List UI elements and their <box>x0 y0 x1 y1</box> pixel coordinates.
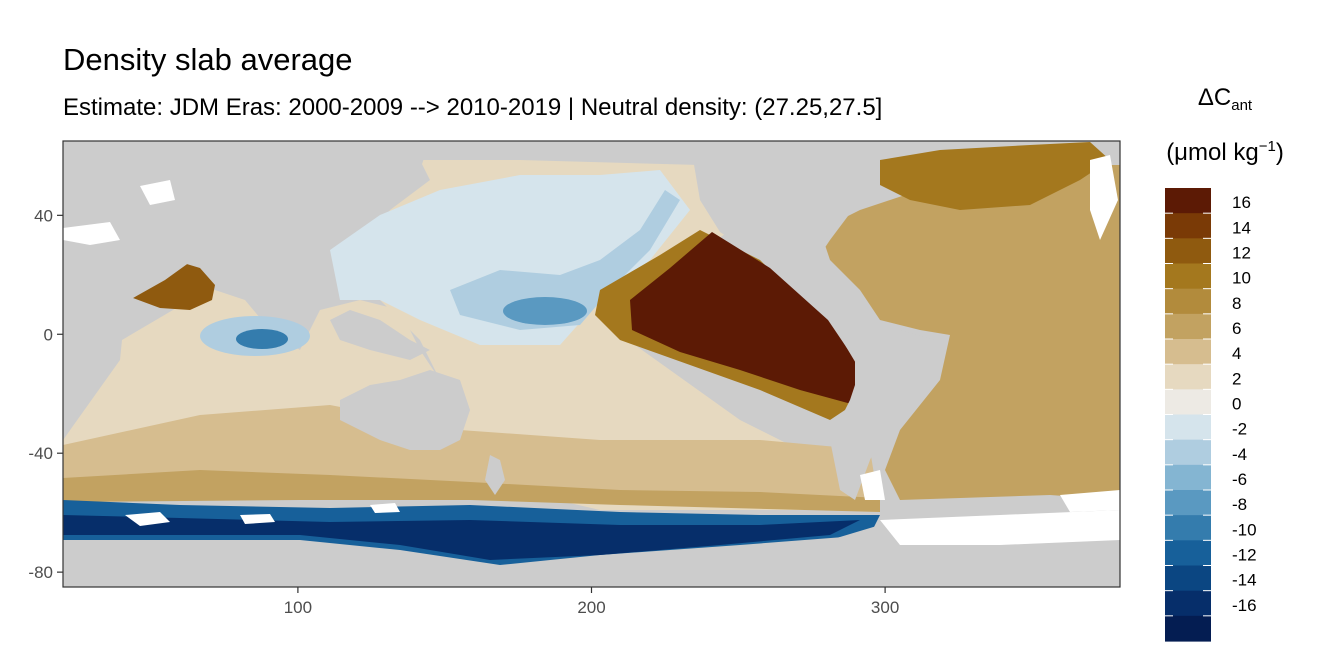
x-tick-label: 200 <box>577 598 605 617</box>
legend-label: 2 <box>1232 369 1241 388</box>
antarctic-core <box>63 515 860 560</box>
legend-swatch <box>1165 263 1211 290</box>
y-tick-label: -80 <box>28 563 53 582</box>
new-zealand-land <box>485 455 505 495</box>
no-data-patches <box>63 155 1120 545</box>
legend-swatch <box>1165 414 1211 441</box>
legend-label: -12 <box>1232 546 1257 565</box>
legend-swatch <box>1165 515 1211 541</box>
no-data-patch <box>140 180 175 205</box>
chart-title: Density slab average <box>63 42 353 77</box>
indian-ocean-core <box>236 329 288 349</box>
legend-label: -4 <box>1232 445 1247 464</box>
legend-label: -14 <box>1232 571 1257 590</box>
equatorial-pacific-core <box>503 297 587 325</box>
x-tick-label: 300 <box>871 598 899 617</box>
legend-swatch <box>1165 288 1211 315</box>
continents <box>63 141 1120 587</box>
legend-swatch <box>1165 490 1211 516</box>
legend-swatch <box>1165 389 1211 416</box>
no-data-patch <box>880 510 1120 545</box>
atlantic-basin <box>820 165 1120 500</box>
legend-swatch <box>1165 590 1211 617</box>
legend-swatch <box>1165 364 1211 390</box>
legend-swatch <box>1165 339 1211 365</box>
y-tick-label: 40 <box>34 206 53 225</box>
y-tick-label: -40 <box>28 444 53 463</box>
legend-title: ΔCant (μmol kg−1) <box>1150 86 1300 165</box>
no-data-patch <box>370 503 400 513</box>
australia-land <box>340 370 470 450</box>
legend-swatch <box>1165 565 1211 592</box>
legend-label: 6 <box>1232 319 1241 338</box>
no-data-patch <box>1060 490 1120 512</box>
legend-label: 4 <box>1232 344 1241 363</box>
no-data-patch <box>63 222 120 245</box>
legend-label: -16 <box>1232 596 1257 615</box>
legend-swatch <box>1165 464 1211 491</box>
legend-swatch <box>1165 313 1211 340</box>
legend-label: 10 <box>1232 269 1251 288</box>
chart-subtitle: Estimate: JDM Eras: 2000-2009 --> 2010-2… <box>63 94 883 121</box>
east-pacific-high <box>630 232 855 405</box>
legend-swatch <box>1165 615 1211 642</box>
maritime-continent-land <box>330 310 430 360</box>
no-data-patch <box>860 470 885 500</box>
legend-label: 8 <box>1232 294 1241 313</box>
no-data-patch <box>240 514 275 524</box>
legend-colorbar: 16 14 12 10 8 6 4 2 0 -2 -4 -6 -8 -10 -12 -14 -16 <box>1165 188 1257 642</box>
legend-label: 16 <box>1232 193 1251 212</box>
legend-swatch <box>1165 188 1211 214</box>
no-data-patch <box>1090 155 1118 240</box>
americas-land <box>690 141 935 500</box>
arabian-sea <box>133 262 215 310</box>
legend-label: 12 <box>1232 244 1251 263</box>
legend-swatch <box>1165 238 1211 265</box>
legend-swatch <box>1165 439 1211 466</box>
y-tick-label: 0 <box>44 325 53 344</box>
legend-title-unit: (μmol kg−1) <box>1166 138 1284 166</box>
legend-label: 0 <box>1232 395 1241 414</box>
legend-title-main: ΔCant <box>1197 84 1253 114</box>
legend-label: -10 <box>1232 520 1257 539</box>
no-data-patch <box>125 512 170 526</box>
legend-label: -2 <box>1232 420 1247 439</box>
legend-label: 14 <box>1232 218 1251 237</box>
legend-label: -8 <box>1232 495 1247 514</box>
north-pacific-subtropical <box>330 170 690 345</box>
legend-label: -6 <box>1232 470 1247 489</box>
legend-swatch <box>1165 540 1211 567</box>
legend-swatch <box>1165 213 1211 239</box>
antarctica-land <box>63 525 1120 587</box>
x-tick-label: 100 <box>284 598 312 617</box>
eurasia-africa-land <box>63 141 430 440</box>
north-atlantic-high <box>880 142 1110 210</box>
subantarctic-band <box>63 470 880 512</box>
north-pacific-core <box>450 190 680 330</box>
